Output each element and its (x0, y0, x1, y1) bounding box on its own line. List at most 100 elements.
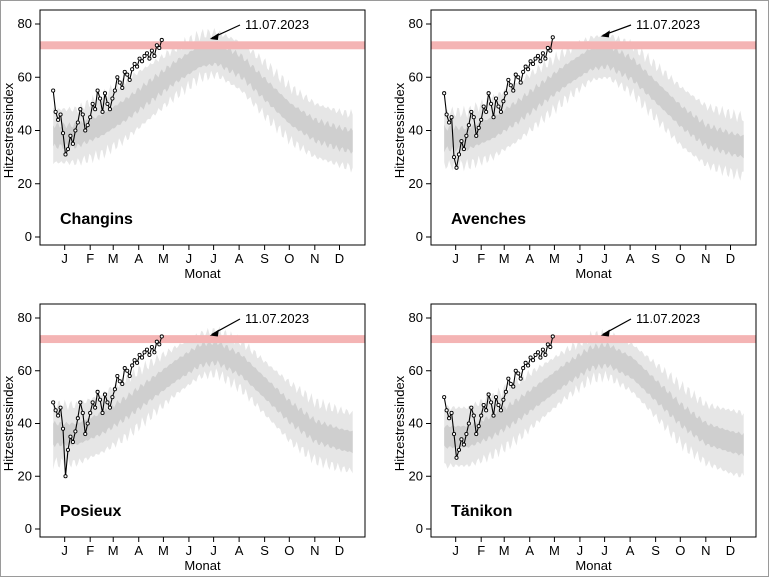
data-point (513, 72, 518, 77)
x-tick-label: N (701, 251, 710, 266)
data-point (545, 45, 550, 51)
data-point (88, 115, 93, 120)
x-tick-label: D (335, 251, 344, 266)
data-point (538, 355, 543, 360)
data-point (540, 347, 545, 352)
data-point (70, 141, 75, 146)
x-tick-label: J (61, 543, 68, 558)
x-tick-label: J (186, 251, 193, 266)
data-point (521, 69, 526, 74)
climatology-outer-band (53, 326, 353, 474)
data-point (132, 61, 137, 66)
x-tick-label: M (499, 251, 510, 266)
x-tick-label: A (626, 251, 635, 266)
y-tick-label: 20 (409, 176, 423, 191)
data-point (528, 59, 533, 64)
x-tick-label: A (134, 543, 143, 558)
climatology-inner-band (444, 342, 744, 457)
data-point (506, 77, 511, 82)
y-tick-label: 60 (409, 363, 423, 378)
x-tick-label: F (86, 543, 94, 558)
data-point (451, 431, 457, 437)
data-point (107, 405, 112, 410)
data-point (85, 421, 90, 426)
station-label: Posieux (60, 503, 121, 520)
x-tick-label: J (61, 251, 68, 266)
data-point (83, 128, 88, 133)
y-tick-label: 40 (18, 416, 32, 431)
data-point (139, 355, 145, 360)
x-tick-label: J (186, 543, 193, 558)
data-point (139, 59, 145, 64)
data-point (442, 395, 447, 400)
x-tick-label: M (549, 251, 560, 266)
x-tick-label: S (651, 251, 660, 266)
data-point (117, 80, 122, 85)
data-point (53, 109, 58, 114)
data-point (469, 109, 474, 114)
data-point (105, 101, 110, 106)
data-point (80, 112, 85, 117)
data-point (511, 88, 516, 93)
y-tick-label: 40 (18, 123, 32, 138)
y-tick-label: 20 (18, 176, 32, 191)
data-point (60, 426, 66, 431)
data-point (474, 133, 479, 138)
data-point (459, 437, 464, 442)
y-tick-label: 40 (409, 123, 423, 138)
data-point (73, 429, 78, 434)
y-tick-label: 0 (25, 229, 32, 244)
y-tick-label: 20 (409, 468, 423, 483)
data-point (51, 88, 56, 93)
x-tick-label: N (310, 251, 319, 266)
data-point (95, 88, 100, 93)
threshold-band (431, 335, 756, 344)
data-point (535, 350, 541, 355)
data-point (530, 358, 536, 363)
x-tick-label: O (675, 543, 685, 558)
data-point (469, 405, 474, 410)
data-point (144, 51, 150, 56)
climatology-inner-band (53, 41, 353, 154)
data-point (526, 67, 531, 72)
data-point (122, 69, 127, 74)
data-point (120, 85, 125, 90)
data-point (127, 373, 132, 379)
data-point (125, 72, 130, 77)
data-point (506, 376, 511, 381)
data-point (58, 112, 63, 117)
data-point (493, 395, 499, 400)
data-point (63, 474, 68, 479)
data-point (115, 373, 120, 379)
data-point (454, 455, 459, 460)
y-axis-title: Hitzestressindex (1, 375, 16, 471)
data-point (461, 147, 466, 152)
data-point (491, 115, 496, 120)
data-point (543, 56, 548, 61)
data-point (75, 416, 80, 421)
threshold-band (40, 41, 365, 50)
y-tick-label: 80 (409, 16, 423, 31)
data-point (95, 389, 100, 394)
data-point (53, 408, 58, 413)
data-point (516, 371, 521, 376)
y-tick-label: 60 (18, 363, 32, 378)
x-tick-label: F (477, 543, 485, 558)
data-point (511, 384, 516, 389)
data-point (476, 424, 481, 429)
data-point (444, 408, 449, 413)
x-tick-label: J (210, 543, 217, 558)
data-point (447, 120, 452, 125)
data-point (540, 51, 545, 56)
data-point (548, 344, 553, 350)
x-tick-label: D (726, 543, 735, 558)
x-tick-label: J (577, 251, 584, 266)
data-point (449, 410, 454, 416)
data-point (545, 342, 550, 347)
station-label: Tänikon (451, 503, 512, 520)
data-point (548, 48, 553, 53)
x-tick-label: D (335, 543, 344, 558)
x-tick-label: N (701, 543, 710, 558)
